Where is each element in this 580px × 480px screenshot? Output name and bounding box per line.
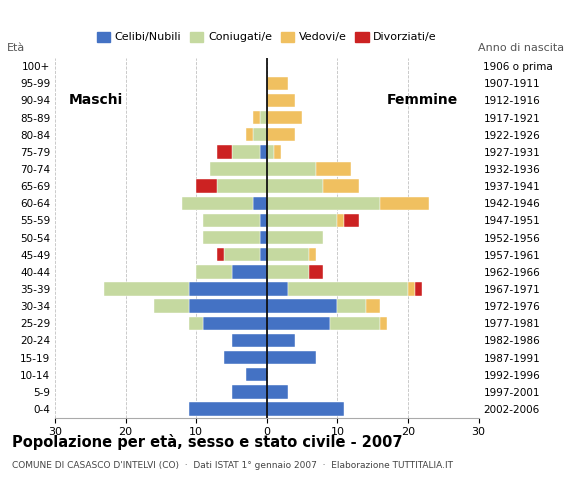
Bar xyxy=(267,282,288,296)
Bar xyxy=(253,197,267,210)
Bar xyxy=(231,334,267,347)
Bar xyxy=(338,300,365,313)
Bar xyxy=(104,282,189,296)
Bar xyxy=(267,351,316,364)
Bar xyxy=(267,180,323,193)
Bar xyxy=(267,300,338,313)
Text: Età: Età xyxy=(7,43,26,53)
Bar xyxy=(309,265,323,278)
Bar xyxy=(267,385,288,398)
Bar xyxy=(204,214,260,227)
Bar xyxy=(231,385,267,398)
Bar xyxy=(288,282,408,296)
Bar xyxy=(246,128,253,142)
Bar xyxy=(246,368,267,382)
Bar xyxy=(267,214,338,227)
Bar xyxy=(267,197,380,210)
Bar xyxy=(204,231,260,244)
Bar xyxy=(231,265,267,278)
Bar xyxy=(218,180,267,193)
Bar xyxy=(253,111,260,124)
Bar xyxy=(267,162,316,176)
Bar xyxy=(316,162,351,176)
Bar xyxy=(267,128,295,142)
Bar xyxy=(274,145,281,158)
Bar xyxy=(267,265,309,278)
Bar xyxy=(211,162,267,176)
Text: Femmine: Femmine xyxy=(387,94,458,108)
Bar xyxy=(260,145,267,158)
Bar xyxy=(345,214,358,227)
Legend: Celibi/Nubili, Coniugati/e, Vedovi/e, Divorziati/e: Celibi/Nubili, Coniugati/e, Vedovi/e, Di… xyxy=(92,27,441,47)
Bar xyxy=(260,248,267,262)
Bar xyxy=(309,248,316,262)
Bar xyxy=(154,300,189,313)
Bar xyxy=(267,402,345,416)
Bar xyxy=(204,317,267,330)
Bar xyxy=(338,214,345,227)
Bar xyxy=(224,248,260,262)
Bar xyxy=(267,248,309,262)
Bar xyxy=(408,282,415,296)
Bar xyxy=(260,214,267,227)
Bar xyxy=(323,180,358,193)
Bar xyxy=(267,94,295,107)
Bar xyxy=(218,145,231,158)
Text: Popolazione per età, sesso e stato civile - 2007: Popolazione per età, sesso e stato civil… xyxy=(12,434,402,450)
Bar xyxy=(380,317,387,330)
Bar xyxy=(196,265,231,278)
Bar xyxy=(196,180,218,193)
Bar xyxy=(267,317,331,330)
Bar xyxy=(365,300,380,313)
Bar xyxy=(189,402,267,416)
Bar xyxy=(267,231,323,244)
Bar xyxy=(231,145,260,158)
Bar xyxy=(267,145,274,158)
Bar xyxy=(189,317,204,330)
Bar xyxy=(218,248,224,262)
Bar xyxy=(189,300,267,313)
Bar xyxy=(331,317,380,330)
Bar xyxy=(415,282,422,296)
Bar xyxy=(253,128,267,142)
Bar xyxy=(182,197,253,210)
Bar xyxy=(267,334,295,347)
Bar xyxy=(189,282,267,296)
Text: Maschi: Maschi xyxy=(69,94,124,108)
Bar xyxy=(260,111,267,124)
Bar xyxy=(380,197,429,210)
Bar xyxy=(224,351,267,364)
Bar xyxy=(260,231,267,244)
Text: COMUNE DI CASASCO D'INTELVI (CO)  ·  Dati ISTAT 1° gennaio 2007  ·  Elaborazione: COMUNE DI CASASCO D'INTELVI (CO) · Dati … xyxy=(12,461,452,470)
Bar xyxy=(267,111,302,124)
Text: Anno di nascita: Anno di nascita xyxy=(478,43,564,53)
Bar xyxy=(267,77,288,90)
